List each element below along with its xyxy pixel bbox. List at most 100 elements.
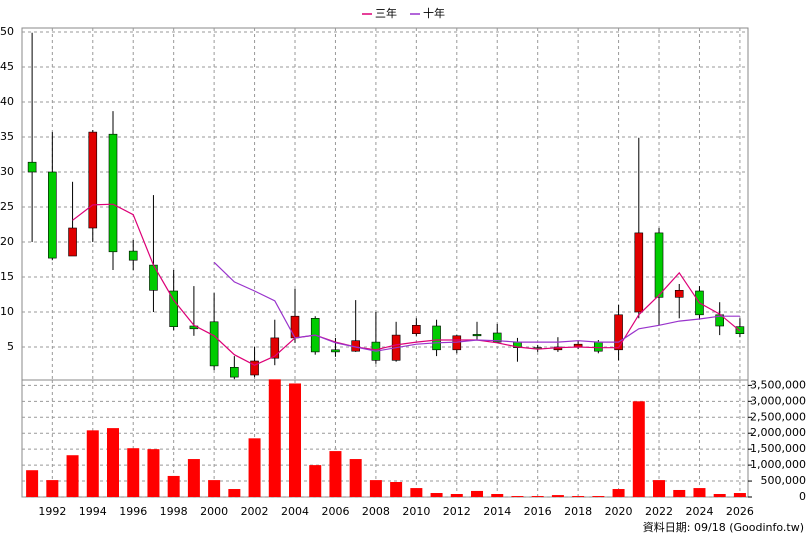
x-tick-label: 2018 [564, 505, 592, 518]
volume-bar [329, 451, 342, 497]
candle-body [290, 315, 300, 339]
x-tick-label: 2020 [605, 505, 633, 518]
volume-bar [349, 459, 362, 497]
volume-bar [127, 448, 140, 497]
candle-body [331, 349, 340, 353]
x-tick-label: 2026 [726, 505, 754, 518]
candle-body [674, 289, 684, 298]
volume-bar [450, 494, 463, 497]
volume-bar [733, 493, 746, 497]
volume-bar [531, 496, 544, 497]
candle-body [432, 325, 441, 351]
volume-bar [86, 430, 99, 497]
legend-label: 三年 [375, 6, 397, 20]
y-tick-label: 25 [0, 200, 14, 213]
candle-body [169, 290, 178, 328]
candle-body [594, 341, 603, 352]
candle-body [492, 332, 502, 343]
volume-bar [268, 379, 281, 497]
volume-bar [673, 489, 686, 497]
y-tick-label: 3,500,000 [750, 378, 806, 391]
y-tick-label: 10 [0, 305, 14, 318]
volume-bar [410, 488, 423, 497]
volume-bar [693, 488, 706, 497]
candle-body [270, 337, 280, 359]
candle-body [614, 314, 623, 351]
line-series [72, 203, 741, 366]
y-tick-label: 35 [0, 130, 14, 143]
volume-bar [390, 482, 403, 497]
volume-bar [572, 496, 585, 497]
y-tick-label: 1,500,000 [750, 442, 806, 455]
y-tick-label: 5 [7, 340, 14, 353]
y-tick-label: 45 [0, 60, 14, 73]
volume-bar [66, 455, 79, 497]
x-tick-label: 2006 [321, 505, 349, 518]
x-tick-label: 2008 [362, 505, 390, 518]
x-tick-label: 2024 [685, 505, 713, 518]
volume-bar [309, 465, 322, 497]
volume-bar [187, 459, 200, 497]
x-tick-label: 1992 [38, 505, 66, 518]
candle-body [88, 131, 98, 229]
candle-body [48, 171, 57, 259]
x-tick-label: 2002 [241, 505, 269, 518]
x-tick-label: 2010 [402, 505, 430, 518]
volume-bar [208, 480, 221, 497]
candle-body [472, 334, 482, 337]
y-tick-label: 40 [0, 95, 14, 108]
y-tick-label: 2,500,000 [750, 410, 806, 423]
y-tick-label: 50 [0, 25, 14, 38]
candle-body [654, 232, 664, 298]
x-tick-label: 1998 [160, 505, 188, 518]
volume-bar [612, 489, 625, 497]
footer: 資料日期: 09/18 (Goodinfo.tw) [643, 520, 804, 534]
candle-body [27, 161, 37, 173]
y-tick-label: 15 [0, 270, 14, 283]
x-tick-label: 2000 [200, 505, 228, 518]
volume-bar [430, 493, 443, 497]
volume-bar [228, 489, 241, 497]
volume-bar [167, 475, 180, 497]
x-tick-label: 2022 [645, 505, 673, 518]
candle-body [452, 335, 462, 351]
volume-bar [713, 494, 726, 497]
candle-body [209, 321, 219, 367]
volume-bar [147, 449, 160, 497]
volume-bar [592, 496, 605, 497]
y-tick-label: 2,000,000 [750, 426, 806, 439]
candle-body [250, 360, 259, 376]
candle-body [68, 227, 77, 257]
y-tick-label: 500,000 [761, 474, 807, 487]
y-tick-label: 3,000,000 [750, 394, 806, 407]
volume-bar [26, 470, 39, 497]
y-tick-label: 0 [799, 490, 806, 503]
x-tick-label: 2004 [281, 505, 309, 518]
candle-body [108, 133, 118, 253]
volume-bar [632, 401, 645, 497]
x-tick-label: 2012 [443, 505, 471, 518]
candle-body [412, 324, 421, 334]
candle-body [634, 232, 644, 313]
volume-bar [369, 480, 382, 497]
volume-bar [248, 438, 261, 497]
candle-body [128, 250, 138, 261]
x-tick-label: 2014 [483, 505, 511, 518]
candle-body [230, 366, 239, 378]
volume-bar [107, 428, 120, 497]
x-tick-label: 2016 [524, 505, 552, 518]
volume-bar [653, 480, 666, 497]
volume-bar [511, 496, 524, 497]
volume-bar [551, 495, 564, 497]
x-tick-label: 1994 [79, 505, 107, 518]
legend-label: 十年 [423, 6, 445, 20]
volume-bar [46, 480, 59, 497]
volume-bar [289, 383, 302, 497]
volume-bar [471, 490, 484, 497]
x-tick-label: 1996 [119, 505, 147, 518]
y-tick-label: 20 [0, 235, 14, 248]
line-series [213, 261, 740, 352]
y-tick-label: 30 [0, 165, 14, 178]
